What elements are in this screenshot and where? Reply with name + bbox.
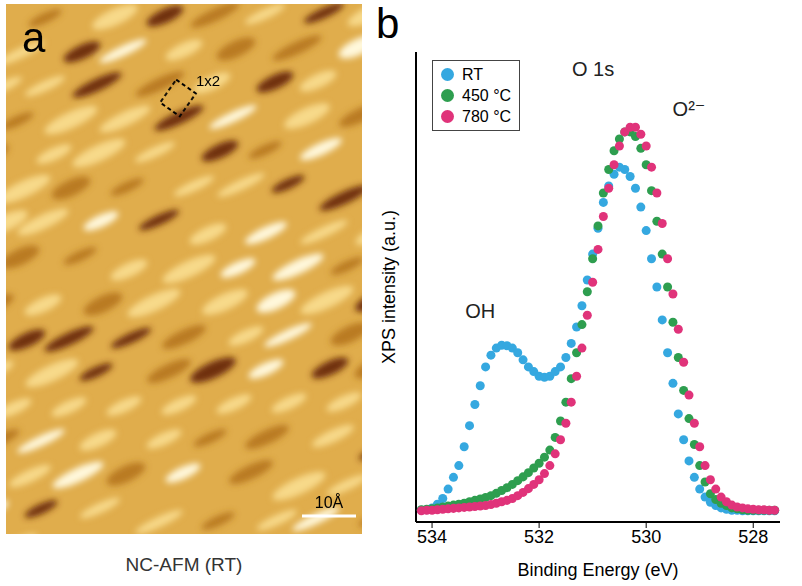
html-text:O 1s: O 1s <box>572 58 615 80</box>
svg-text:O²⁻: O²⁻ <box>673 98 706 120</box>
svg-text:530: 530 <box>631 527 661 547</box>
svg-text:528: 528 <box>738 527 768 547</box>
html-text:450 °C: 450 °C <box>462 86 512 104</box>
html-text:b: b <box>376 0 400 47</box>
html-text:RT: RT <box>462 65 483 83</box>
svg-text:1x2: 1x2 <box>196 72 220 89</box>
svg-text:XPS intensity (a.u.): XPS intensity (a.u.) <box>379 210 399 364</box>
svg-text:OH: OH <box>465 300 495 322</box>
html-text:NC-AFM (RT): NC-AFM (RT) <box>125 554 243 575</box>
svg-text:Binding Energy (eV): Binding Energy (eV) <box>517 560 678 580</box>
html-text:780 °C: 780 °C <box>462 107 512 125</box>
svg-text:a: a <box>22 14 46 61</box>
svg-text:10Å: 10Å <box>315 493 344 511</box>
svg-text:532: 532 <box>524 527 554 547</box>
svg-text:534: 534 <box>417 527 447 547</box>
